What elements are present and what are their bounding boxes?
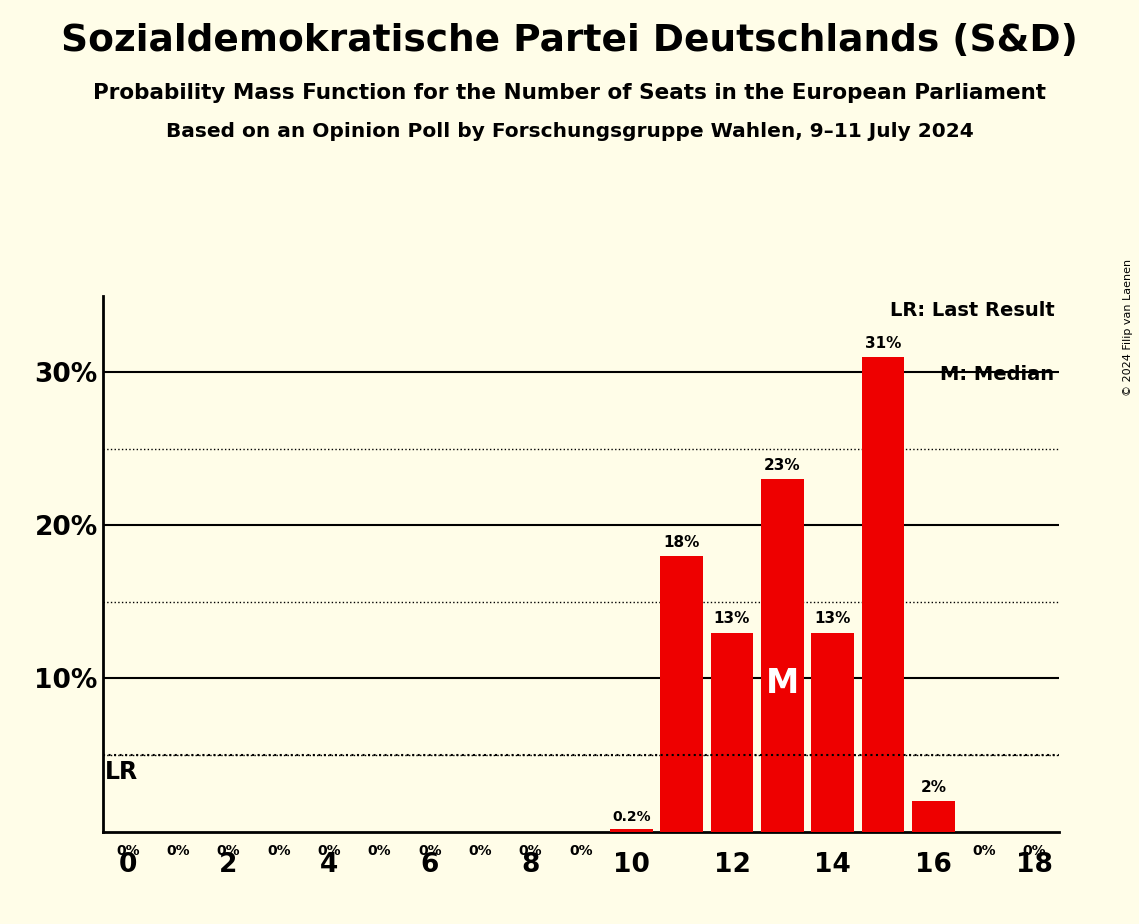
Text: 0%: 0% — [166, 844, 190, 857]
Text: 0%: 0% — [972, 844, 995, 857]
Text: 0%: 0% — [318, 844, 341, 857]
Text: Probability Mass Function for the Number of Seats in the European Parliament: Probability Mass Function for the Number… — [93, 83, 1046, 103]
Text: 0%: 0% — [570, 844, 592, 857]
Text: 0%: 0% — [267, 844, 290, 857]
Text: 31%: 31% — [865, 335, 901, 351]
Text: 0%: 0% — [468, 844, 492, 857]
Text: 0%: 0% — [116, 844, 139, 857]
Bar — [811, 633, 854, 832]
Text: Sozialdemokratische Partei Deutschlands (S&D): Sozialdemokratische Partei Deutschlands … — [62, 23, 1077, 59]
Text: 0%: 0% — [216, 844, 240, 857]
Text: 0%: 0% — [418, 844, 442, 857]
Text: 18%: 18% — [663, 535, 699, 550]
Text: 0.2%: 0.2% — [612, 810, 650, 824]
Bar — [661, 556, 703, 832]
Text: 0%: 0% — [368, 844, 392, 857]
Text: © 2024 Filip van Laenen: © 2024 Filip van Laenen — [1123, 259, 1133, 395]
Text: LR: Last Result: LR: Last Result — [890, 301, 1055, 320]
Text: 23%: 23% — [764, 458, 801, 473]
Text: M: M — [765, 667, 798, 700]
Bar — [861, 357, 904, 832]
Bar — [711, 633, 753, 832]
Text: 13%: 13% — [714, 612, 751, 626]
Bar — [761, 480, 804, 832]
Bar — [609, 829, 653, 832]
Text: LR: LR — [105, 760, 138, 784]
Bar — [912, 801, 954, 832]
Text: 0%: 0% — [1023, 844, 1046, 857]
Text: 13%: 13% — [814, 612, 851, 626]
Text: M: Median: M: Median — [941, 365, 1055, 384]
Text: 0%: 0% — [518, 844, 542, 857]
Text: Based on an Opinion Poll by Forschungsgruppe Wahlen, 9–11 July 2024: Based on an Opinion Poll by Forschungsgr… — [165, 122, 974, 141]
Text: 2%: 2% — [920, 780, 947, 795]
